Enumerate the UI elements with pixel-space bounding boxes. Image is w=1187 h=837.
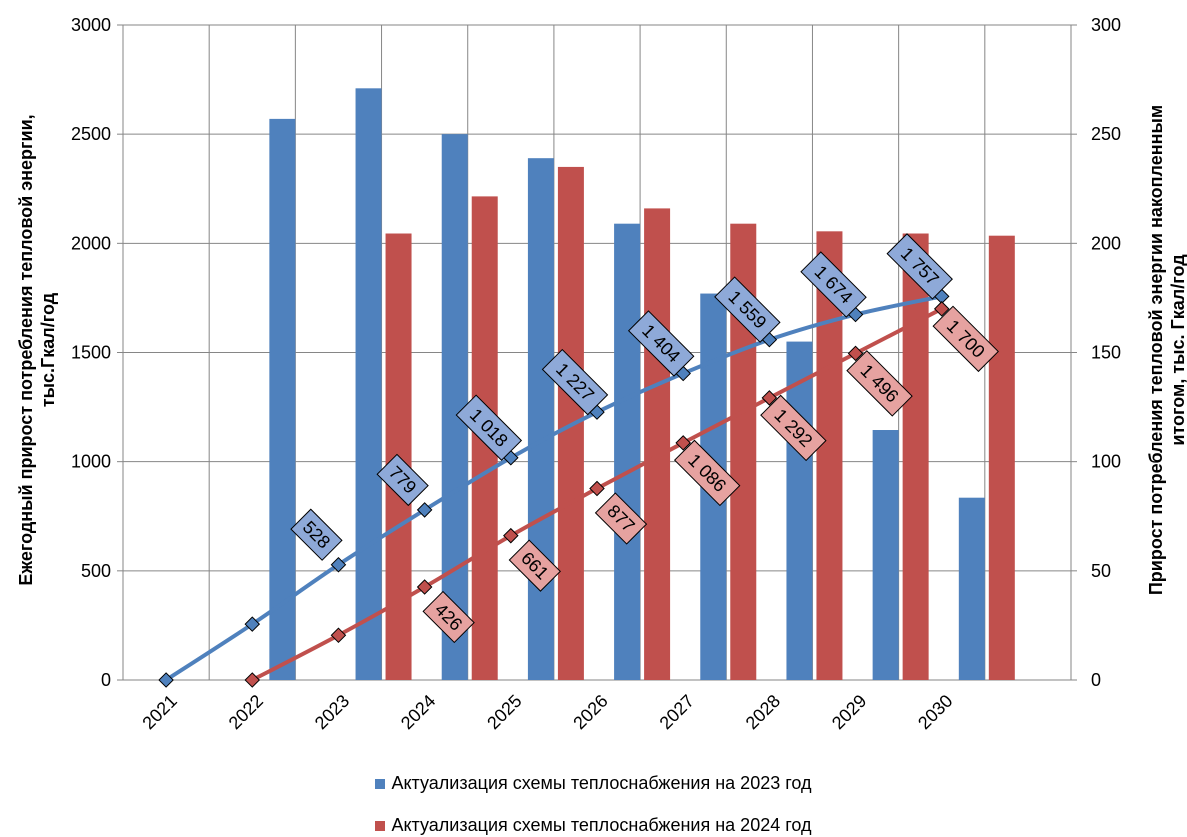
right-tick-label: 0: [1091, 670, 1101, 690]
left-tick-label: 1500: [71, 343, 111, 363]
series-line: [165, 294, 943, 682]
data-label-box: [673, 439, 741, 507]
data-label-box: [760, 394, 827, 462]
line-marker: [847, 345, 864, 362]
right-tick-label: 300: [1091, 15, 1121, 35]
data-label-box: [290, 508, 343, 561]
x-tick-label: 2026: [569, 691, 611, 733]
line-marker: [244, 616, 261, 632]
data-label: 661: [508, 539, 561, 592]
x-tick-label: 2027: [656, 691, 698, 733]
x-tick-label: 2028: [742, 691, 784, 733]
legend-item-2023: Актуализация схемы теплоснабжения на 202…: [0, 773, 1187, 794]
left-tick-label: 0: [101, 670, 111, 690]
right-tick-label: 150: [1091, 343, 1121, 363]
bar: [269, 118, 296, 681]
legend-swatch-2023: [375, 778, 386, 789]
right-tick-label: 50: [1091, 561, 1111, 581]
data-label-box: [422, 590, 475, 644]
line-marker: [330, 556, 347, 573]
bar: [614, 223, 641, 680]
left-tick-label: 2000: [71, 233, 111, 253]
data-label-box: [594, 492, 648, 545]
right-tick-label: 100: [1091, 452, 1121, 472]
legend-label-2023: Актуализация схемы теплоснабжения на 202…: [391, 773, 812, 793]
bar: [441, 134, 468, 680]
data-label-box: [932, 305, 999, 373]
bar: [527, 158, 554, 680]
x-tick-label: 2029: [828, 691, 870, 733]
left-tick-label: 1000: [71, 452, 111, 472]
data-label: 528: [290, 508, 343, 561]
line-marker: [416, 579, 433, 595]
left-tick-label: 500: [81, 561, 111, 581]
bar: [872, 430, 899, 680]
line-marker: [503, 527, 519, 544]
x-tick-label: 2023: [311, 691, 353, 733]
line-marker: [933, 301, 950, 317]
bar: [902, 233, 929, 680]
bar: [355, 88, 382, 681]
bar: [988, 235, 1015, 681]
bar: [786, 341, 813, 680]
x-tick-label: 2024: [397, 691, 439, 733]
data-label-box: [886, 233, 953, 300]
left-axis-title-line1: Ежегодный прирост потребления тепловой э…: [16, 114, 36, 585]
left-axis-title-line2: тыс.Гкал/год: [38, 292, 58, 407]
data-label-box: [846, 350, 913, 417]
line-marker: [330, 627, 347, 644]
right-axis-title-line1: Прирост потребления тепловой энергии нак…: [1146, 105, 1166, 595]
data-label: 1 700: [932, 305, 999, 373]
left-tick-label: 2500: [71, 124, 111, 144]
x-tick-label: 2025: [483, 691, 525, 733]
line-marker: [589, 480, 605, 497]
line-marker: [675, 435, 691, 451]
data-label-box: [508, 539, 561, 592]
line-marker: [158, 672, 174, 688]
legend-item-2024: Актуализация схемы теплоснабжения на 202…: [0, 815, 1187, 836]
data-label-box: [800, 251, 867, 318]
right-tick-label: 250: [1091, 124, 1121, 144]
line-marker: [416, 502, 433, 518]
data-label-box: [627, 310, 695, 377]
left-tick-label: 3000: [71, 15, 111, 35]
x-tick-label: 2022: [225, 691, 267, 733]
legend-label-2024: Актуализация схемы теплоснабжения на 202…: [391, 815, 812, 835]
legend-swatch-2024: [375, 820, 386, 831]
x-tick-label: 2030: [914, 691, 956, 733]
line-marker: [761, 390, 778, 406]
data-label: 1 496: [846, 350, 913, 417]
x-tick-label: 2021: [138, 691, 180, 733]
bar: [958, 497, 985, 680]
data-label-box: [376, 453, 429, 507]
right-tick-label: 200: [1091, 233, 1121, 253]
data-label-box: [714, 276, 781, 343]
bar: [644, 208, 671, 680]
right-axis-title-line2: итогом, тыс. Гкал/год: [1168, 254, 1187, 446]
bar-series: [269, 88, 1015, 681]
gridlines: [122, 24, 1072, 681]
data-label: 1 292: [760, 394, 827, 462]
line-marker: [244, 672, 261, 688]
data-label-box: [541, 348, 609, 416]
data-label-box: [455, 394, 523, 461]
